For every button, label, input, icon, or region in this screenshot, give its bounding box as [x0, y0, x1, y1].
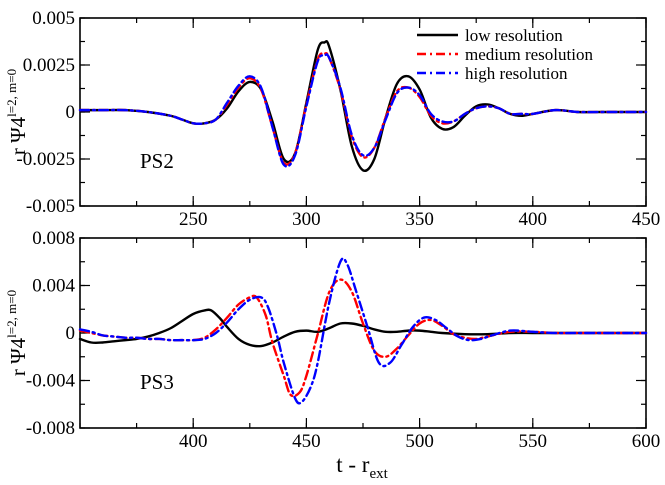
x-tick-label-ps2: 400: [519, 209, 548, 230]
y-tick-label-ps3: 0.004: [32, 276, 75, 297]
x-tick-label-ps3: 500: [405, 431, 434, 452]
x-tick-label-ps2: 450: [632, 209, 661, 230]
y-axis-label-sup-ps3: l=2, m=0: [4, 290, 19, 338]
panel-ps2: 250 300 350 400 450 -0.005 -0.0025 0 0.0025 0.005…: [4, 8, 660, 230]
y-tick-label-ps2: 0.0025: [23, 55, 75, 76]
x-tick-label-ps2: 300: [292, 209, 321, 230]
x-tick-label-ps3: 400: [179, 431, 208, 452]
curves-ps3: [78, 257, 648, 405]
panel-label-ps2: PS2: [140, 149, 174, 173]
y-axis-label-ps2: r Ψ4l=2, m=0: [4, 69, 30, 155]
y-axis-label-sup-ps2: l=2, m=0: [4, 69, 19, 117]
legend-label-medium: medium resolution: [465, 45, 593, 64]
y-tick-label-ps2: 0.005: [32, 8, 75, 29]
x-axis-label: t - rext: [336, 452, 388, 482]
y-axis-label-ps3: r Ψ4l=2, m=0: [4, 290, 30, 376]
y-axis-label-main-ps3: r Ψ4: [6, 337, 30, 376]
panel-ps3: 400 450 500 550 600 -0.008 -0.004 0 0.004 0.008 P…: [4, 228, 660, 482]
x-axis-label-main: t - r: [336, 452, 370, 477]
x-tick-label-ps2: 350: [405, 209, 434, 230]
x-tick-label-ps2: 250: [179, 209, 208, 230]
y-tick-label-ps2: 0: [66, 102, 76, 123]
y-tick-label-ps2: -0.005: [26, 196, 75, 217]
x-tick-label-ps3: 600: [632, 431, 661, 452]
y-tick-label-ps3: -0.008: [26, 418, 75, 439]
legend-label-low: low resolution: [465, 26, 563, 45]
x-tick-label-ps3: 550: [519, 431, 548, 452]
y-axis-label-main-ps2: r Ψ4: [6, 116, 30, 155]
y-tick-label-ps3: -0.004: [26, 371, 76, 392]
legend: low resolution medium resolution high re…: [417, 26, 593, 83]
ticks-ps3: 400 450 500 550 600 -0.008 -0.004 0 0.004 0.008: [26, 228, 660, 452]
x-axis-label-sub: ext: [369, 466, 388, 482]
series-line-high-ps2: [78, 53, 648, 168]
y-tick-label-ps3: 0: [66, 323, 76, 344]
series-line-high-ps3: [78, 257, 648, 405]
x-tick-label-ps3: 450: [292, 431, 321, 452]
legend-label-high: high resolution: [465, 64, 568, 83]
ticks-ps2: 250 300 350 400 450 -0.005 -0.0025 0 0.0025 0.005: [16, 8, 660, 230]
panel-label-ps3: PS3: [140, 370, 174, 394]
y-tick-label-ps3: 0.008: [32, 228, 75, 249]
curves-ps2: [78, 39, 648, 172]
series-line-low-ps3: [78, 308, 648, 348]
y-tick-label-ps2: -0.0025: [16, 149, 75, 170]
